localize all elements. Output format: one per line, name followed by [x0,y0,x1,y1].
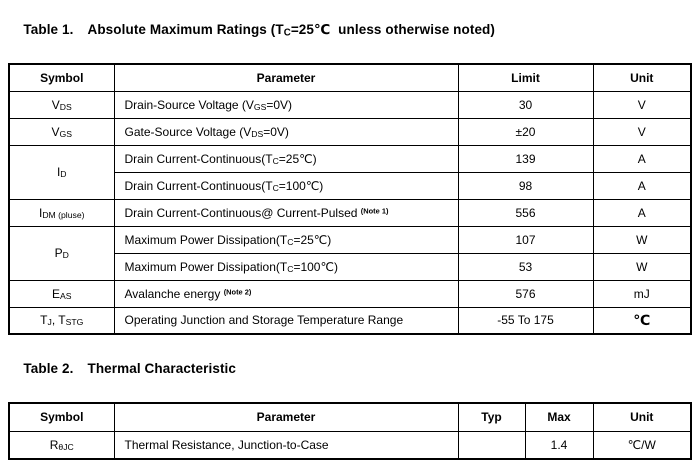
limit-cell: ±20 [457,117,594,146]
column-header-symbol: Symbol [8,63,115,92]
parameter-cell: Drain Current-Continuous@ Current-Pulsed… [113,198,459,227]
unit-cell: ℃/W [592,430,692,460]
parameter-cell: Avalanche energy (Note 2) [113,279,459,308]
parameter-cell: Drain Current-Continuous(TC=25℃) [113,144,459,173]
unit-cell: W [592,225,692,254]
typ-cell [457,430,526,460]
unit-cell: A [592,171,692,200]
limit-cell: -55 To 175 [457,306,594,335]
unit-cell: W [592,252,692,281]
table-row-vds: VDS Drain-Source Voltage (VGS=0V) 30 V [8,90,692,119]
datasheet-page: Table 1. Absolute Maximum Ratings (TC=25℃… [0,6,699,460]
column-header-parameter: Parameter [113,402,459,432]
symbol-cell: IDM (pluse) [8,198,115,227]
symbol-cell: ID [8,144,115,200]
table-row-rthjc: RθJC Thermal Resistance, Junction-to-Cas… [8,430,692,460]
unit-cell: ℃ [592,306,692,335]
unit-cell: A [592,198,692,227]
parameter-cell: Gate-Source Voltage (VDS=0V) [113,117,459,146]
table-row-eas: EAS Avalanche energy (Note 2) 576 mJ [8,279,692,308]
parameter-cell: Thermal Resistance, Junction-to-Case [113,430,459,460]
limit-cell: 139 [457,144,594,173]
table2-title-text: Thermal Characteristic [87,361,236,376]
column-header-symbol: Symbol [8,402,115,432]
symbol-cell: TJ, TSTG [8,306,115,335]
absolute-maximum-ratings-table: Symbol Parameter Limit Unit VDS Drain-So… [8,63,692,335]
table-row-tj-tstg: TJ, TSTG Operating Junction and Storage … [8,306,692,335]
table1-header-row: Symbol Parameter Limit Unit [8,63,692,92]
column-header-parameter: Parameter [113,63,459,92]
unit-cell: V [592,117,692,146]
limit-cell: 576 [457,279,594,308]
parameter-cell: Maximum Power Dissipation(TC=25℃) [113,225,459,254]
table1-title: Table 1. Absolute Maximum Ratings (TC=25℃… [8,6,690,54]
limit-cell: 53 [457,252,594,281]
unit-cell: A [592,144,692,173]
parameter-cell: Drain-Source Voltage (VGS=0V) [113,90,459,119]
symbol-cell: RθJC [8,430,115,460]
column-header-unit: Unit [592,402,692,432]
column-header-unit: Unit [592,63,692,92]
table-row-pd-25c: PD Maximum Power Dissipation(TC=25℃) 107… [8,225,692,281]
table-row-id-100c: Drain Current-Continuous(TC=100℃) 98 A [9,171,692,200]
unit-cell: mJ [592,279,692,308]
unit-cell: V [592,90,692,119]
parameter-cell: Drain Current-Continuous(TC=100℃) [113,171,459,200]
table1-title-text: Absolute Maximum Ratings (TC=25℃ unless … [87,22,496,39]
parameter-cell: Operating Junction and Storage Temperatu… [113,306,459,335]
column-header-max: Max [524,402,594,432]
table1-title-label: Table 1. [23,22,74,37]
table2-title-label: Table 2. [23,361,74,376]
table-row-id-25c: ID Drain Current-Continuous(TC=25℃) 139 … [8,144,692,200]
parameter-cell: Maximum Power Dissipation(TC=100℃) [113,252,459,281]
max-cell: 1.4 [524,430,594,460]
table-row-pd-100c: Maximum Power Dissipation(TC=100℃) 53 W [9,252,692,281]
limit-cell: 98 [457,171,594,200]
symbol-cell: VGS [8,117,115,146]
symbol-cell: PD [8,225,115,281]
table-row-vgs: VGS Gate-Source Voltage (VDS=0V) ±20 V [8,117,692,146]
thermal-characteristic-table: Symbol Parameter Typ Max Unit RθJC Therm… [8,402,692,460]
table2-header-row: Symbol Parameter Typ Max Unit [8,402,692,432]
limit-cell: 556 [457,198,594,227]
column-header-limit: Limit [457,63,594,92]
table2-title: Table 2. Thermal Characteristic [8,345,690,393]
limit-cell: 30 [457,90,594,119]
limit-cell: 107 [457,225,594,254]
column-header-typ: Typ [457,402,526,432]
symbol-cell: VDS [8,90,115,119]
table-row-idm: IDM (pluse) Drain Current-Continuous@ Cu… [8,198,692,227]
symbol-cell: EAS [8,279,115,308]
